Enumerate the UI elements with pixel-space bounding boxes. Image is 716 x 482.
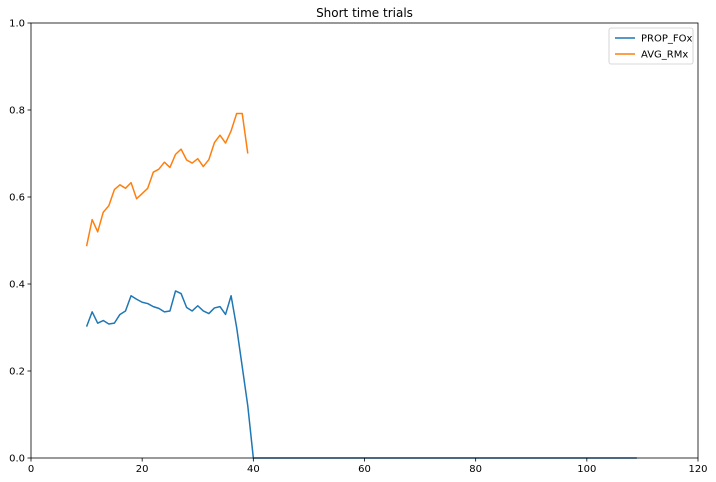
y-tick-label: 0.4 — [9, 280, 25, 291]
y-tick-label: 0.0 — [9, 454, 25, 465]
y-tick-label: 0.8 — [9, 106, 25, 117]
legend-label: PROP_FOx — [641, 34, 693, 45]
plot-area: 0 20 40 60 80 100 120 0.0 0.2 0.4 0.6 0.8 1.0 — [9, 19, 707, 476]
x-tick-label: 120 — [688, 464, 707, 475]
x-tick-label: 80 — [469, 464, 482, 475]
legend-label: AVG_RMx — [641, 50, 688, 61]
legend: PROP_FOx AVG_RMx — [608, 27, 694, 65]
y-tick-label: 0.2 — [9, 367, 25, 378]
y-tick-label: 1.0 — [9, 19, 25, 30]
x-tick-label: 0 — [28, 464, 34, 475]
x-tick-label: 60 — [358, 464, 371, 475]
legend-box — [608, 27, 694, 65]
x-tick-label: 100 — [577, 464, 596, 475]
series-line-avg-rmx — [85, 112, 249, 247]
chart-title: Short time trials — [316, 6, 413, 20]
x-tick-label: 20 — [136, 464, 149, 475]
x-tick-label: 40 — [247, 464, 260, 475]
y-tick-label: 0.6 — [9, 193, 25, 204]
